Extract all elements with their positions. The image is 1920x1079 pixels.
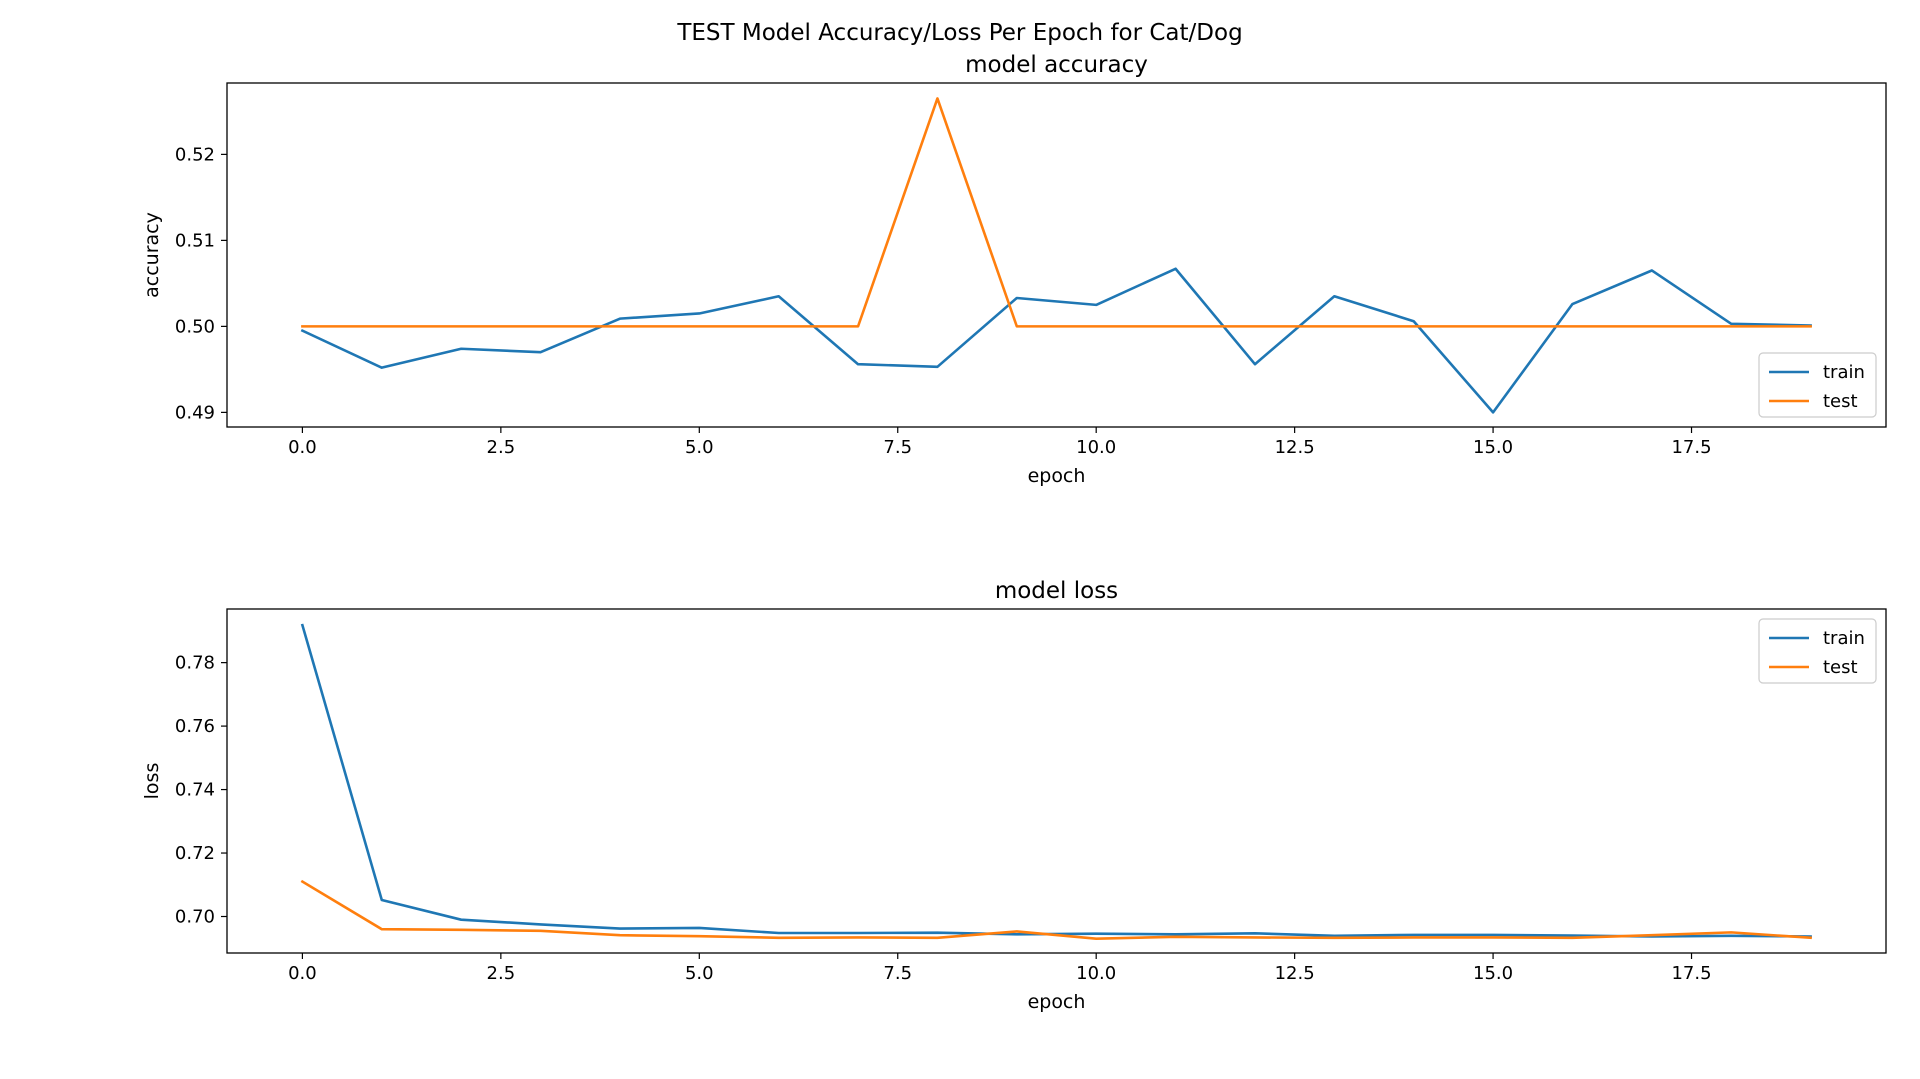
loss-legend-label-train: train — [1823, 628, 1865, 649]
figure-suptitle: TEST Model Accuracy/Loss Per Epoch for C… — [676, 20, 1242, 46]
accuracy-x-tick-label: 15.0 — [1473, 437, 1513, 458]
loss-x-tick-label: 7.5 — [883, 963, 912, 984]
loss-y-tick-label: 0.74 — [175, 780, 215, 801]
accuracy-plot-frame — [226, 82, 1887, 428]
accuracy-x-tick-label: 5.0 — [685, 437, 714, 458]
accuracy-x-axis-label: epoch — [1028, 465, 1086, 487]
accuracy-legend: train test — [1758, 352, 1877, 418]
accuracy-x-tick-label: 2.5 — [487, 437, 516, 458]
accuracy-x-tick-label: 10.0 — [1076, 437, 1116, 458]
loss-series-group — [300, 623, 1812, 941]
loss-y-tick-label: 0.78 — [175, 653, 215, 674]
accuracy-series-test-line — [301, 97, 1812, 328]
accuracy-x-tick-label: 0.0 — [288, 437, 317, 458]
accuracy-x-tick-label: 17.5 — [1671, 437, 1711, 458]
loss-x-tick-label: 10.0 — [1076, 963, 1116, 984]
loss-y-axis-label: loss — [141, 763, 163, 800]
loss-x-tick-label: 5.0 — [685, 963, 714, 984]
loss-y-tick-label: 0.76 — [175, 716, 215, 737]
accuracy-x-tick-label: 12.5 — [1275, 437, 1315, 458]
accuracy-axes: model accuracy 0.0 2.5 5.0 7.5 10.0 12.5 15.0 17… — [141, 52, 1887, 487]
accuracy-series-train-line — [300, 267, 1812, 414]
loss-x-tick-label: 15.0 — [1473, 963, 1513, 984]
loss-x-tick-label: 17.5 — [1671, 963, 1711, 984]
accuracy-series-group — [300, 97, 1812, 414]
loss-x-tick-label: 2.5 — [487, 963, 516, 984]
accuracy-y-axis-label: accuracy — [141, 212, 163, 298]
accuracy-legend-label-test: test — [1823, 391, 1858, 412]
loss-legend: train test — [1758, 618, 1877, 684]
accuracy-legend-label-train: train — [1823, 362, 1865, 383]
accuracy-y-tick-label: 0.50 — [175, 316, 215, 337]
accuracy-x-tick-label: 7.5 — [883, 437, 912, 458]
loss-axes: model loss 0.0 2.5 5.0 7.5 10.0 12.5 15.0 17.5 0.… — [141, 578, 1887, 1013]
loss-x-axis-label: epoch — [1028, 991, 1086, 1013]
accuracy-chart-title: model accuracy — [965, 52, 1148, 78]
loss-plot-frame — [226, 608, 1887, 954]
loss-y-tick-label: 0.72 — [175, 843, 215, 864]
loss-y-tick-label: 0.70 — [175, 907, 215, 928]
loss-x-tick-label: 12.5 — [1275, 963, 1315, 984]
loss-x-tick-label: 0.0 — [288, 963, 317, 984]
accuracy-y-tick-label: 0.51 — [175, 230, 215, 251]
accuracy-y-tick-label: 0.52 — [175, 144, 215, 165]
loss-chart-title: model loss — [995, 578, 1118, 604]
accuracy-y-tick-label: 0.49 — [175, 402, 215, 423]
loss-series-test-line — [300, 879, 1812, 941]
loss-legend-label-test: test — [1823, 657, 1858, 678]
